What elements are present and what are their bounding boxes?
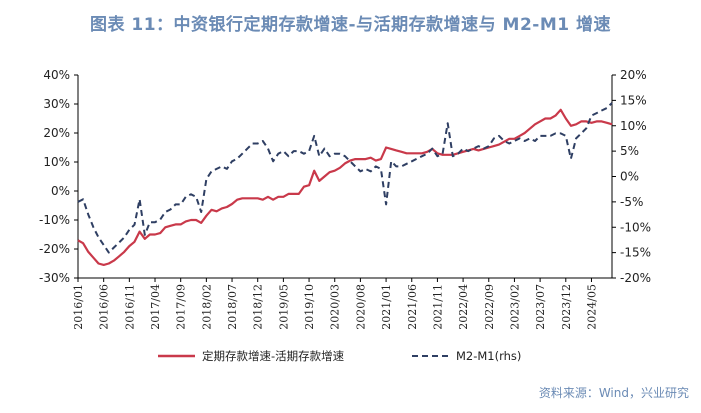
right-tick-label: -15% xyxy=(620,246,651,260)
x-tick-label: 2018/12 xyxy=(252,284,265,330)
right-tick-label: 20% xyxy=(620,68,647,82)
right-tick-label: -5% xyxy=(620,195,643,209)
left-tick-label: 40% xyxy=(43,68,70,82)
x-tick-label: 2023/07 xyxy=(534,284,547,330)
right-tick-label: 15% xyxy=(620,93,647,107)
left-tick-label: 0% xyxy=(51,184,70,198)
x-tick-label: 2021/06 xyxy=(406,284,419,330)
legend-label-deposit-spread: 定期存款增速-活期存款增速 xyxy=(202,349,345,363)
x-tick-label: 2024/05 xyxy=(585,284,598,330)
x-tick-label: 2019/10 xyxy=(303,284,316,330)
right-tick-label: 10% xyxy=(620,119,647,133)
x-tick-label: 2018/07 xyxy=(226,284,239,330)
x-tick-label: 2017/04 xyxy=(149,284,162,330)
x-tick-label: 2019/05 xyxy=(277,284,290,330)
left-tick-label: 10% xyxy=(43,155,70,169)
series-line-m2-m1 xyxy=(77,102,613,254)
x-tick-label: 2022/09 xyxy=(483,284,496,330)
x-tick-label: 2020/08 xyxy=(354,284,367,330)
series-line-deposit-spread xyxy=(77,108,613,266)
legend-label-m2-m1: M2-M1(rhs) xyxy=(456,349,521,363)
left-tick-label: 30% xyxy=(43,97,70,111)
x-tick-label: 2022/04 xyxy=(457,284,470,330)
x-tick-label: 2016/11 xyxy=(123,284,136,330)
left-tick-label: 20% xyxy=(43,126,70,140)
x-tick-label: 2016/01 xyxy=(72,284,85,330)
left-tick-label: -30% xyxy=(39,271,70,285)
x-tick-label: 2023/02 xyxy=(508,284,521,330)
right-tick-label: 5% xyxy=(620,144,639,158)
figure-title: 图表 11：中资银行定期存款增速-与活期存款增速与 M2-M1 增速 xyxy=(89,15,611,35)
x-tick-label: 2021/11 xyxy=(431,284,444,330)
x-tick-label: 2017/09 xyxy=(175,284,188,330)
right-tick-label: -20% xyxy=(620,271,651,285)
x-tick-label: 2016/06 xyxy=(98,284,111,330)
source-note: 资料来源：Wind，兴业研究 xyxy=(538,386,689,400)
right-tick-label: -10% xyxy=(620,220,651,234)
x-tick-label: 2020/03 xyxy=(329,284,342,330)
right-tick-label: 0% xyxy=(620,170,639,184)
left-tick-label: -10% xyxy=(39,213,70,227)
x-tick-label: 2023/12 xyxy=(560,284,573,330)
left-tick-label: -20% xyxy=(39,242,70,256)
x-tick-label: 2018/02 xyxy=(200,284,213,330)
x-tick-label: 2021/01 xyxy=(380,284,393,330)
